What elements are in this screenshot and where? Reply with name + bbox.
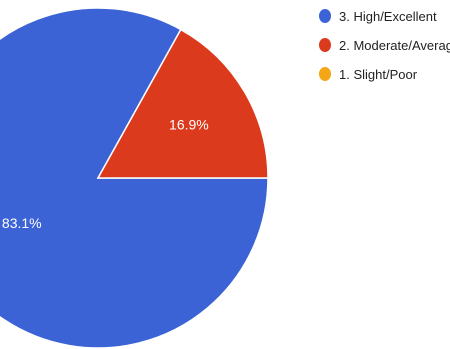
legend: 3. High/Excellent 2. Moderate/Average 1. S… <box>319 9 450 82</box>
pie-slice-1 <box>0 7 269 349</box>
legend-label-3: 1. Slight/Poor <box>339 67 418 82</box>
slice-label-1: 83.1% <box>2 215 42 231</box>
slice-label-2: 16.9% <box>169 117 209 133</box>
slice-labels: 83.1% 16.9% <box>2 117 209 231</box>
legend-label-1: 3. High/Excellent <box>339 9 437 24</box>
pie-slice-2 <box>96 28 269 179</box>
legend-label-2: 2. Moderate/Average <box>339 38 450 53</box>
pie-slices <box>0 7 269 349</box>
legend-marker-1 <box>319 9 331 23</box>
legend-marker-2 <box>319 38 331 52</box>
legend-marker-3 <box>319 67 331 81</box>
